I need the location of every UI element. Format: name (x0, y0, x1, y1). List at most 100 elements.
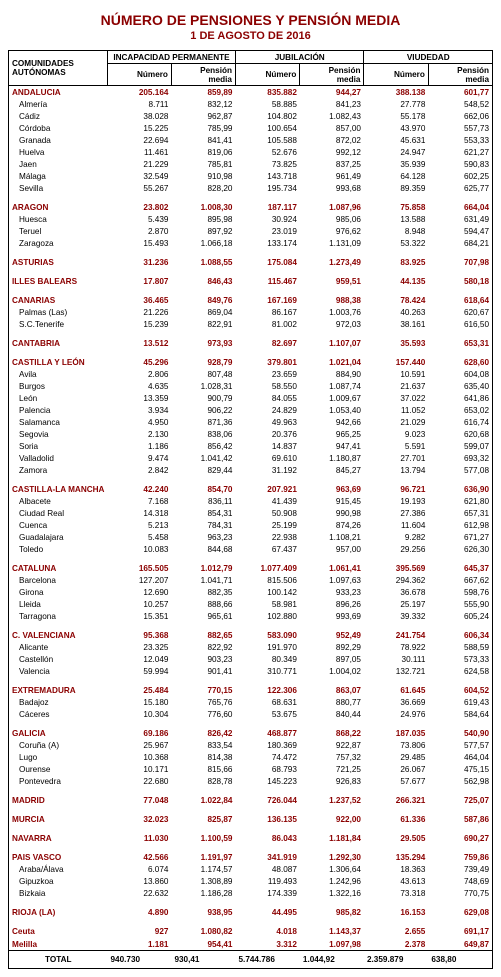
cell-value: 628,60 (428, 356, 492, 368)
cell-value: 68.793 (235, 764, 299, 776)
cell-value: 973,93 (171, 337, 235, 349)
cell-value: 606,34 (428, 630, 492, 642)
table-row: Avila2.806807,4823.659884,9010.591604,08 (9, 368, 493, 380)
cell-value: 776,60 (171, 709, 235, 721)
header-group1: INCAPACIDAD PERMANENTE (107, 51, 235, 64)
cell-value: 241.754 (364, 630, 428, 642)
table-row: Toledo10.083844,6867.437957,0029.256626,… (9, 544, 493, 556)
cell-value: 127.207 (107, 575, 171, 587)
cell-value: 122.306 (235, 685, 299, 697)
cell-value: 872,02 (300, 134, 364, 146)
cell-value: 25.484 (107, 685, 171, 697)
cell-value: 1.008,30 (171, 201, 235, 213)
table-row (9, 477, 493, 484)
cell-value: 624,58 (428, 666, 492, 678)
cell-value: 882,65 (171, 630, 235, 642)
table-row: Málaga32.549910,98143.718961,4964.128602… (9, 170, 493, 182)
cell-value: 835.882 (235, 86, 299, 99)
cell-value: 1.107,07 (300, 337, 364, 349)
cell-value: 27.701 (364, 452, 428, 464)
cell-value: 9.023 (364, 428, 428, 440)
cell-value: 3.312 (235, 938, 299, 951)
cell-value: 604,52 (428, 685, 492, 697)
cell-value: 942,66 (300, 416, 364, 428)
cell-value: 143.718 (235, 170, 299, 182)
cell-value: 175.084 (235, 256, 299, 268)
cell-value: 29.485 (364, 752, 428, 764)
cell-value: 82.697 (235, 337, 299, 349)
cell-value: 869,04 (171, 306, 235, 318)
region-name: CATALUNA (9, 563, 108, 575)
cell-value: 825,87 (171, 814, 235, 826)
cell-value: 667,62 (428, 575, 492, 587)
cell-value: 910,98 (171, 170, 235, 182)
cell-value: 1.053,40 (300, 404, 364, 416)
cell-value: 598,76 (428, 587, 492, 599)
cell-value: 95.368 (107, 630, 171, 642)
cell-value: 44.495 (235, 907, 299, 919)
table-row: Córdoba15.225785,99100.654857,0043.97055… (9, 122, 493, 134)
region-name: MADRID (9, 795, 108, 807)
region-name: Albacete (9, 496, 108, 508)
cell-value: 976,62 (300, 225, 364, 237)
cell-value: 83.925 (364, 256, 428, 268)
region-name: Lugo (9, 752, 108, 764)
cell-value: 14.837 (235, 440, 299, 452)
cell-value: 993,68 (300, 182, 364, 194)
cell-value: 81.002 (235, 318, 299, 330)
cell-value: 636,90 (428, 484, 492, 496)
cell-value: 759,86 (428, 852, 492, 864)
cell-value: 590,83 (428, 158, 492, 170)
cell-value: 631,49 (428, 213, 492, 225)
cell-value: 1.308,89 (171, 876, 235, 888)
cell-value: 21.029 (364, 416, 428, 428)
cell-value: 807,48 (171, 368, 235, 380)
cell-value: 58.981 (235, 599, 299, 611)
table-row: Lugo10.368814,3874.472757,3229.485464,04 (9, 752, 493, 764)
cell-value: 8.711 (107, 98, 171, 110)
cell-value: 602,25 (428, 170, 492, 182)
table-row: CANTABRIA13.512973,9382.6971.107,0735.59… (9, 337, 493, 349)
page-title: NÚMERO DE PENSIONES Y PENSIÓN MEDIA (8, 12, 493, 28)
cell-value: 926,83 (300, 776, 364, 788)
cell-value: 548,52 (428, 98, 492, 110)
table-row (9, 194, 493, 201)
header-region: COMUNIDADES AUTÓNOMAS (9, 51, 108, 86)
cell-value: 671,27 (428, 532, 492, 544)
cell-value: 136.135 (235, 814, 299, 826)
cell-value: 30.924 (235, 213, 299, 225)
cell-value: 915,45 (300, 496, 364, 508)
cell-value: 927 (107, 926, 171, 938)
region-name: ILLES BALEARS (9, 275, 108, 287)
region-name: Valencia (9, 666, 108, 678)
cell-value: 135.294 (364, 852, 428, 864)
region-name: Ciudad Real (9, 508, 108, 520)
table-row: Almería8.711832,1258.885841,2327.778548,… (9, 98, 493, 110)
table-row (9, 330, 493, 337)
cell-value: 58.885 (235, 98, 299, 110)
cell-value: 933,23 (300, 587, 364, 599)
cell-value: 18.363 (364, 864, 428, 876)
cell-value: 132.721 (364, 666, 428, 678)
region-name: Segovia (9, 428, 108, 440)
region-name: CASTILLA-LA MANCHA (9, 484, 108, 496)
region-name: Almería (9, 98, 108, 110)
cell-value: 684,21 (428, 237, 492, 249)
total-v1: 930,41 (171, 951, 235, 969)
table-row: ANDALUCIA205.164859,89835.882944,27388.1… (9, 86, 493, 99)
cell-value: 36.465 (107, 294, 171, 306)
region-name: Avila (9, 368, 108, 380)
cell-value: 187.117 (235, 201, 299, 213)
table-row: Alicante23.325822,92191.970892,2978.9225… (9, 642, 493, 654)
cell-value: 1.237,52 (300, 795, 364, 807)
cell-value: 657,31 (428, 508, 492, 520)
cell-value: 557,73 (428, 122, 492, 134)
cell-value: 11.030 (107, 833, 171, 845)
cell-value: 757,32 (300, 752, 364, 764)
table-row (9, 623, 493, 630)
cell-value: 12.690 (107, 587, 171, 599)
cell-value: 44.135 (364, 275, 428, 287)
table-row (9, 678, 493, 685)
header-avg3: Pensión media (428, 64, 492, 86)
cell-value: 828,78 (171, 776, 235, 788)
